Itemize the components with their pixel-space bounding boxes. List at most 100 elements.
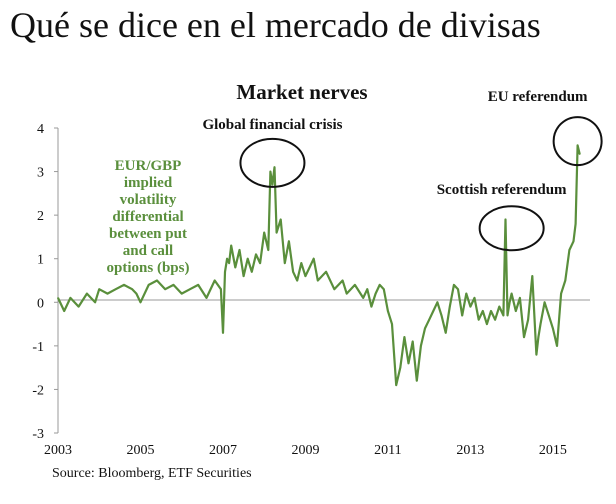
slide-title: Qué se dice en el mercado de divisas	[10, 5, 541, 45]
data-point	[156, 279, 158, 282]
data-point	[440, 314, 443, 317]
data-point	[271, 183, 274, 186]
data-point	[269, 170, 272, 173]
data-point	[197, 284, 199, 286]
y-tick-label: -1	[32, 340, 44, 355]
y-tick-label: -3	[32, 427, 44, 442]
data-point	[578, 153, 581, 155]
data-point	[189, 288, 191, 291]
x-tick-label: 2007	[209, 443, 237, 458]
annotation-label: Scottish referendum	[437, 182, 567, 198]
data-point	[444, 332, 447, 334]
data-point	[552, 327, 554, 330]
data-point	[63, 310, 65, 312]
x-tick-label: 2009	[291, 443, 319, 458]
data-point	[556, 345, 558, 347]
data-point	[284, 262, 286, 264]
x-tick-label: 2013	[456, 443, 484, 458]
data-point	[354, 284, 356, 286]
x-tick-label: 2011	[374, 443, 401, 458]
y-tick-label: 1	[37, 253, 44, 268]
data-point	[449, 305, 451, 308]
y-tick-label: -2	[32, 383, 44, 398]
data-point	[325, 271, 327, 273]
data-point	[453, 284, 455, 286]
data-point	[228, 262, 230, 264]
data-point	[57, 297, 59, 299]
data-point	[172, 284, 175, 286]
data-point	[473, 297, 476, 299]
data-point	[510, 292, 513, 295]
data-point	[519, 297, 521, 299]
data-point	[506, 314, 509, 317]
y-axis-ticks: 4 3 2 1 0 -1 -2 -3	[32, 122, 58, 442]
data-point	[424, 327, 426, 330]
data-point	[279, 218, 282, 221]
data-point	[312, 257, 315, 260]
data-point	[246, 257, 249, 260]
data-point	[251, 271, 253, 273]
data-point	[515, 310, 517, 312]
data-point	[139, 301, 142, 304]
data-point	[395, 384, 398, 386]
data-point	[508, 301, 511, 304]
data-point	[292, 271, 294, 273]
annotation-label: Global financial crisis	[202, 117, 342, 133]
data-point	[106, 292, 109, 295]
series-label-line: options (bps)	[107, 260, 190, 276]
data-point	[502, 314, 505, 317]
data-point	[539, 323, 542, 325]
data-point	[114, 288, 117, 291]
data-point	[560, 292, 562, 295]
data-point	[387, 310, 389, 312]
data-point	[135, 292, 138, 295]
annotation-label: EU referendum	[488, 89, 588, 105]
data-point	[399, 366, 402, 369]
data-point	[527, 318, 529, 321]
data-point	[259, 262, 261, 264]
data-point	[263, 231, 266, 234]
data-point	[490, 310, 492, 312]
series-label: EUR/GBP implied volatility differential betw…	[107, 158, 190, 276]
data-point	[486, 323, 488, 325]
data-point	[391, 323, 393, 325]
data-point	[304, 275, 307, 277]
source-note: Source: Bloomberg, ETF Securities	[52, 466, 252, 481]
data-point	[494, 318, 496, 321]
data-point	[273, 166, 276, 168]
annotations: Global financial crisis Scottish referend…	[202, 89, 603, 252]
series-layer	[57, 144, 581, 387]
annotation-circle	[552, 116, 603, 167]
data-point	[94, 301, 96, 304]
series-label-line: and call	[123, 243, 173, 259]
y-tick-label: 2	[37, 209, 44, 224]
data-point	[420, 345, 422, 347]
data-point	[436, 301, 439, 304]
data-point	[407, 362, 410, 365]
data-point	[317, 279, 319, 282]
data-point	[224, 271, 226, 273]
data-point	[345, 292, 348, 295]
chart-title: Market nerves	[236, 80, 367, 104]
data-point	[220, 288, 222, 291]
data-point	[213, 279, 216, 282]
data-point	[333, 288, 336, 291]
data-point	[535, 353, 538, 356]
data-point	[296, 279, 299, 282]
data-point	[457, 288, 459, 291]
y-tick-label: 0	[37, 296, 44, 311]
data-point	[230, 244, 232, 247]
data-point	[564, 279, 567, 282]
data-point	[548, 314, 550, 317]
data-point	[226, 257, 228, 260]
series-label-line: between put	[109, 226, 187, 242]
data-point	[370, 305, 373, 308]
data-point	[572, 240, 575, 243]
data-point	[123, 284, 125, 286]
data-point	[77, 305, 80, 308]
data-point	[86, 292, 88, 295]
data-point	[234, 266, 237, 269]
x-axis-ticks: 2003 2005 2007 2009 2011 2013 2015	[44, 443, 567, 458]
data-point	[432, 310, 435, 312]
data-point	[131, 288, 133, 291]
